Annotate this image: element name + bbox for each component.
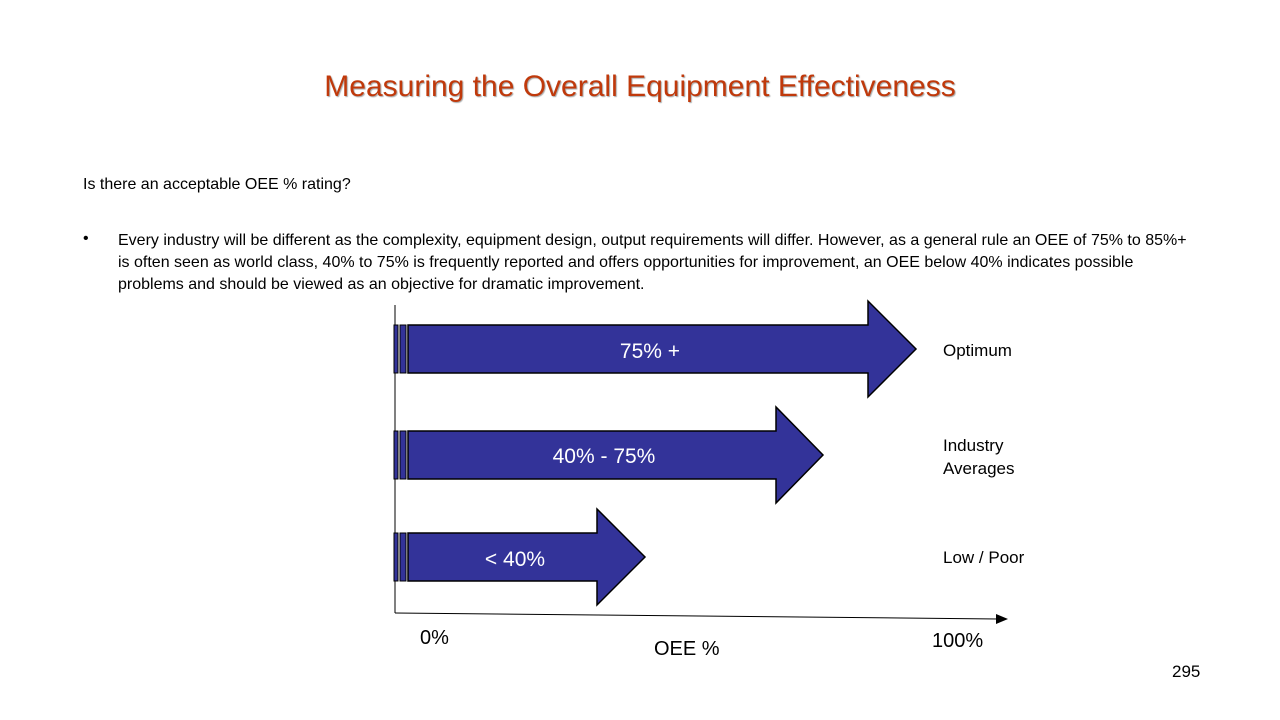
slide-title: Measuring the Overall Equipment Effectiv…	[324, 70, 956, 103]
bullet-marker: •	[83, 230, 89, 247]
arrow-low-shape	[407, 507, 647, 607]
category-label-low-poor: Low / Poor	[943, 548, 1025, 567]
arrow-optimum-stripe-1	[393, 324, 399, 374]
arrow-low-stripe-1	[393, 532, 399, 582]
arrow-low-label: < 40%	[485, 548, 545, 571]
question-text: Is there an acceptable OEE % rating?	[83, 176, 351, 193]
category-label-industry-averages: Industry Averages	[943, 436, 1015, 478]
arrow-industry-averages: 40% - 75%	[393, 405, 825, 505]
arrow-low-stripe-2	[399, 532, 407, 582]
category-label-optimum: Optimum	[943, 341, 1012, 360]
horizontal-axis	[394, 612, 999, 620]
axis-max-label: 100%	[932, 630, 984, 652]
page-number: 295	[1172, 662, 1201, 681]
bullet-text: Every industry will be different as the …	[118, 232, 1187, 293]
arrow-optimum: 75% +	[393, 299, 918, 399]
arrow-optimum-shape	[407, 299, 918, 399]
arrow-industry-shape	[407, 405, 825, 505]
arrow-optimum-stripe-2	[399, 324, 407, 374]
arrow-industry-stripe-1	[393, 430, 399, 480]
horizontal-axis-arrowhead	[996, 614, 1008, 624]
arrow-optimum-label: 75% +	[620, 340, 680, 363]
arrow-low-poor: < 40%	[393, 507, 647, 607]
arrow-industry-stripe-2	[399, 430, 407, 480]
axis-title: OEE %	[654, 638, 720, 660]
axis-min-label: 0%	[420, 627, 449, 649]
arrow-industry-label: 40% - 75%	[553, 445, 656, 468]
